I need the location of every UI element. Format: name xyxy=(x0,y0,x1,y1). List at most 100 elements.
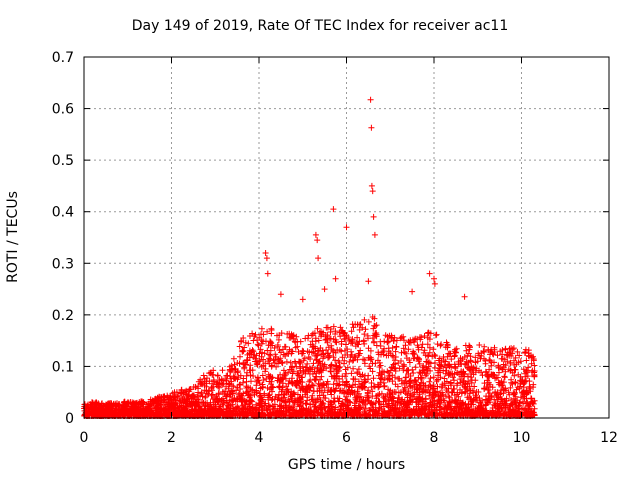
data-point xyxy=(268,411,275,418)
data-point xyxy=(437,342,444,349)
data-point xyxy=(282,375,289,382)
data-point xyxy=(466,390,473,397)
data-point xyxy=(227,408,234,415)
data-point xyxy=(239,393,246,399)
data-point xyxy=(323,365,330,372)
data-point xyxy=(476,342,483,348)
data-point xyxy=(285,350,292,357)
data-point-peak xyxy=(321,286,328,293)
data-point xyxy=(327,388,334,395)
data-point xyxy=(372,412,379,419)
data-point xyxy=(360,396,367,403)
data-point xyxy=(312,350,319,357)
data-point xyxy=(526,378,533,385)
data-point xyxy=(262,360,269,367)
data-point xyxy=(426,378,433,385)
data-point xyxy=(427,382,434,389)
data-point xyxy=(360,337,367,344)
data-point xyxy=(400,388,407,394)
data-point xyxy=(330,347,337,354)
data-point-peak xyxy=(426,270,433,277)
data-point xyxy=(430,346,437,353)
data-point xyxy=(210,410,217,417)
data-point xyxy=(421,333,428,339)
data-point xyxy=(169,390,176,397)
data-point xyxy=(489,371,496,378)
data-point xyxy=(351,405,358,412)
data-point xyxy=(225,402,232,409)
data-point xyxy=(517,373,524,380)
data-point xyxy=(369,368,376,375)
data-point xyxy=(129,407,136,414)
data-point xyxy=(252,331,259,338)
data-point xyxy=(386,376,393,383)
data-point xyxy=(512,404,519,411)
data-point xyxy=(127,399,134,405)
data-point xyxy=(184,403,191,410)
data-point xyxy=(350,324,357,331)
data-point xyxy=(457,376,464,383)
data-point xyxy=(281,394,287,401)
data-point xyxy=(275,383,282,390)
data-point xyxy=(501,397,508,404)
data-point xyxy=(484,387,491,393)
data-point xyxy=(270,357,277,364)
data-point xyxy=(512,399,519,406)
data-point xyxy=(396,375,403,382)
data-point xyxy=(332,331,339,337)
data-point xyxy=(410,370,417,376)
data-point xyxy=(337,324,344,331)
data-point xyxy=(510,390,517,397)
data-point xyxy=(314,325,321,332)
data-point xyxy=(330,381,337,388)
data-point xyxy=(341,332,348,339)
data-point xyxy=(477,355,484,362)
data-point-peak xyxy=(312,231,319,238)
data-point xyxy=(310,388,317,395)
data-point xyxy=(402,384,409,391)
data-point xyxy=(181,407,188,413)
data-point xyxy=(338,348,345,355)
data-point xyxy=(317,397,324,403)
data-point xyxy=(208,392,215,399)
data-point xyxy=(210,401,217,408)
data-point xyxy=(445,369,452,376)
data-point xyxy=(476,395,483,402)
data-point xyxy=(102,403,109,410)
data-point xyxy=(385,386,392,393)
data-point xyxy=(492,389,499,395)
data-point xyxy=(427,367,434,374)
data-point xyxy=(403,409,410,416)
data-point xyxy=(267,342,274,349)
data-point xyxy=(206,387,213,394)
data-point xyxy=(279,384,286,391)
data-point xyxy=(424,388,430,394)
data-point xyxy=(516,405,523,412)
data-point xyxy=(249,409,256,416)
data-point xyxy=(197,407,204,414)
data-point xyxy=(260,331,267,338)
data-point xyxy=(183,391,190,398)
data-point xyxy=(336,395,343,402)
data-point xyxy=(265,394,271,401)
y-tick-label: 0.7 xyxy=(52,50,74,66)
data-point xyxy=(462,381,469,388)
data-point xyxy=(439,383,446,390)
data-point xyxy=(288,395,295,402)
data-point xyxy=(265,371,272,378)
data-point xyxy=(95,404,102,411)
data-point xyxy=(409,366,416,373)
data-point xyxy=(192,408,199,415)
data-point xyxy=(497,390,504,397)
data-point xyxy=(418,344,425,351)
data-point xyxy=(210,377,217,383)
data-point xyxy=(432,353,439,359)
data-point xyxy=(335,382,342,389)
x-tick-label: 6 xyxy=(342,430,351,446)
data-point xyxy=(381,369,387,376)
data-point xyxy=(309,344,316,351)
data-point xyxy=(290,403,297,410)
data-point xyxy=(230,355,237,362)
data-point xyxy=(275,343,281,350)
data-point xyxy=(389,344,396,351)
